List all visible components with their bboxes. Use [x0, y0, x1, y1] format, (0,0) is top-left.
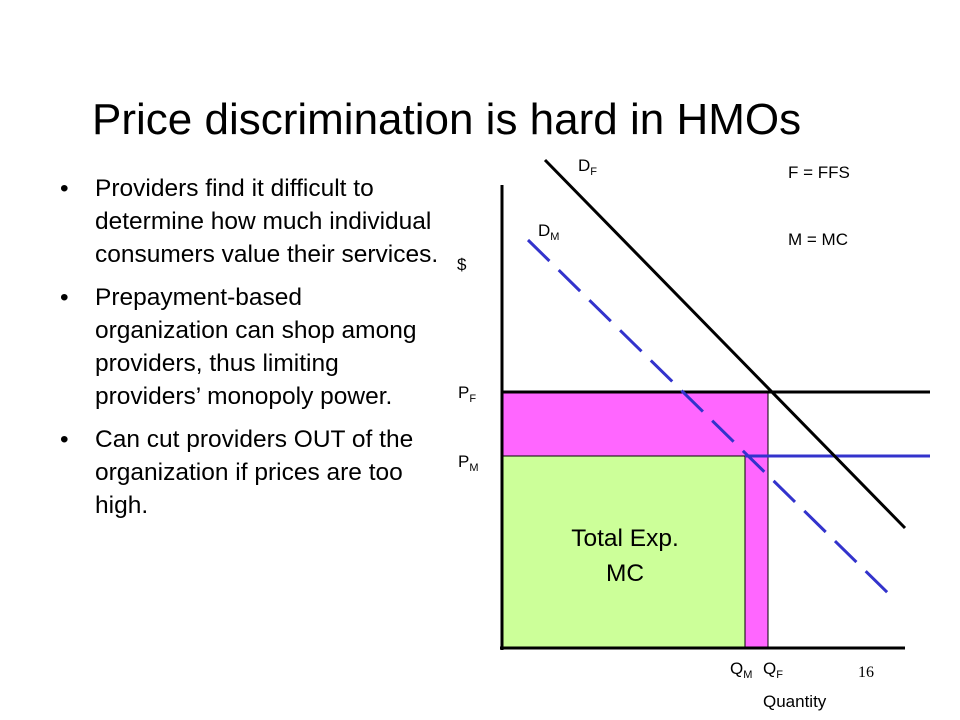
pf-label: PF — [458, 383, 476, 405]
df-label: DF — [578, 156, 597, 178]
bullet-icon: • — [60, 175, 69, 202]
bullet-list: • Providers find it difficult to determin… — [60, 172, 440, 532]
total-exp-label: Total Exp. — [571, 525, 679, 552]
pm-label: PM — [458, 452, 479, 474]
legend-ffs: F = FFS — [788, 163, 850, 182]
demand-curve-ffs — [543, 158, 907, 530]
bullet-text: Prepayment-based organization can shop a… — [95, 284, 417, 410]
mc-expenditure-area — [502, 456, 745, 648]
bullet-text: Can cut providers OUT of the organizatio… — [95, 426, 414, 519]
qm-label: QM — [730, 659, 752, 681]
slide-number: 16 — [858, 664, 874, 681]
bullet-icon: • — [60, 426, 69, 453]
dm-label: DM — [538, 221, 559, 243]
legend-mc: M = MC — [788, 230, 848, 249]
bullet-icon: • — [60, 284, 69, 311]
bullet-item: • Providers find it difficult to determin… — [60, 172, 440, 271]
bullet-item: • Prepayment-based organization can shop … — [60, 281, 440, 413]
y-axis-label: $ — [457, 255, 467, 274]
slide-title: Price discrimination is hard in HMOs — [92, 95, 802, 144]
bullet-text: Providers find it difficult to determine… — [95, 175, 439, 268]
total-exp-sublabel: MC — [606, 560, 644, 587]
qf-label: QF — [763, 659, 783, 681]
bullet-item: • Can cut providers OUT of the organizati… — [60, 423, 440, 522]
x-axis-label: Quantity — [763, 692, 827, 711]
